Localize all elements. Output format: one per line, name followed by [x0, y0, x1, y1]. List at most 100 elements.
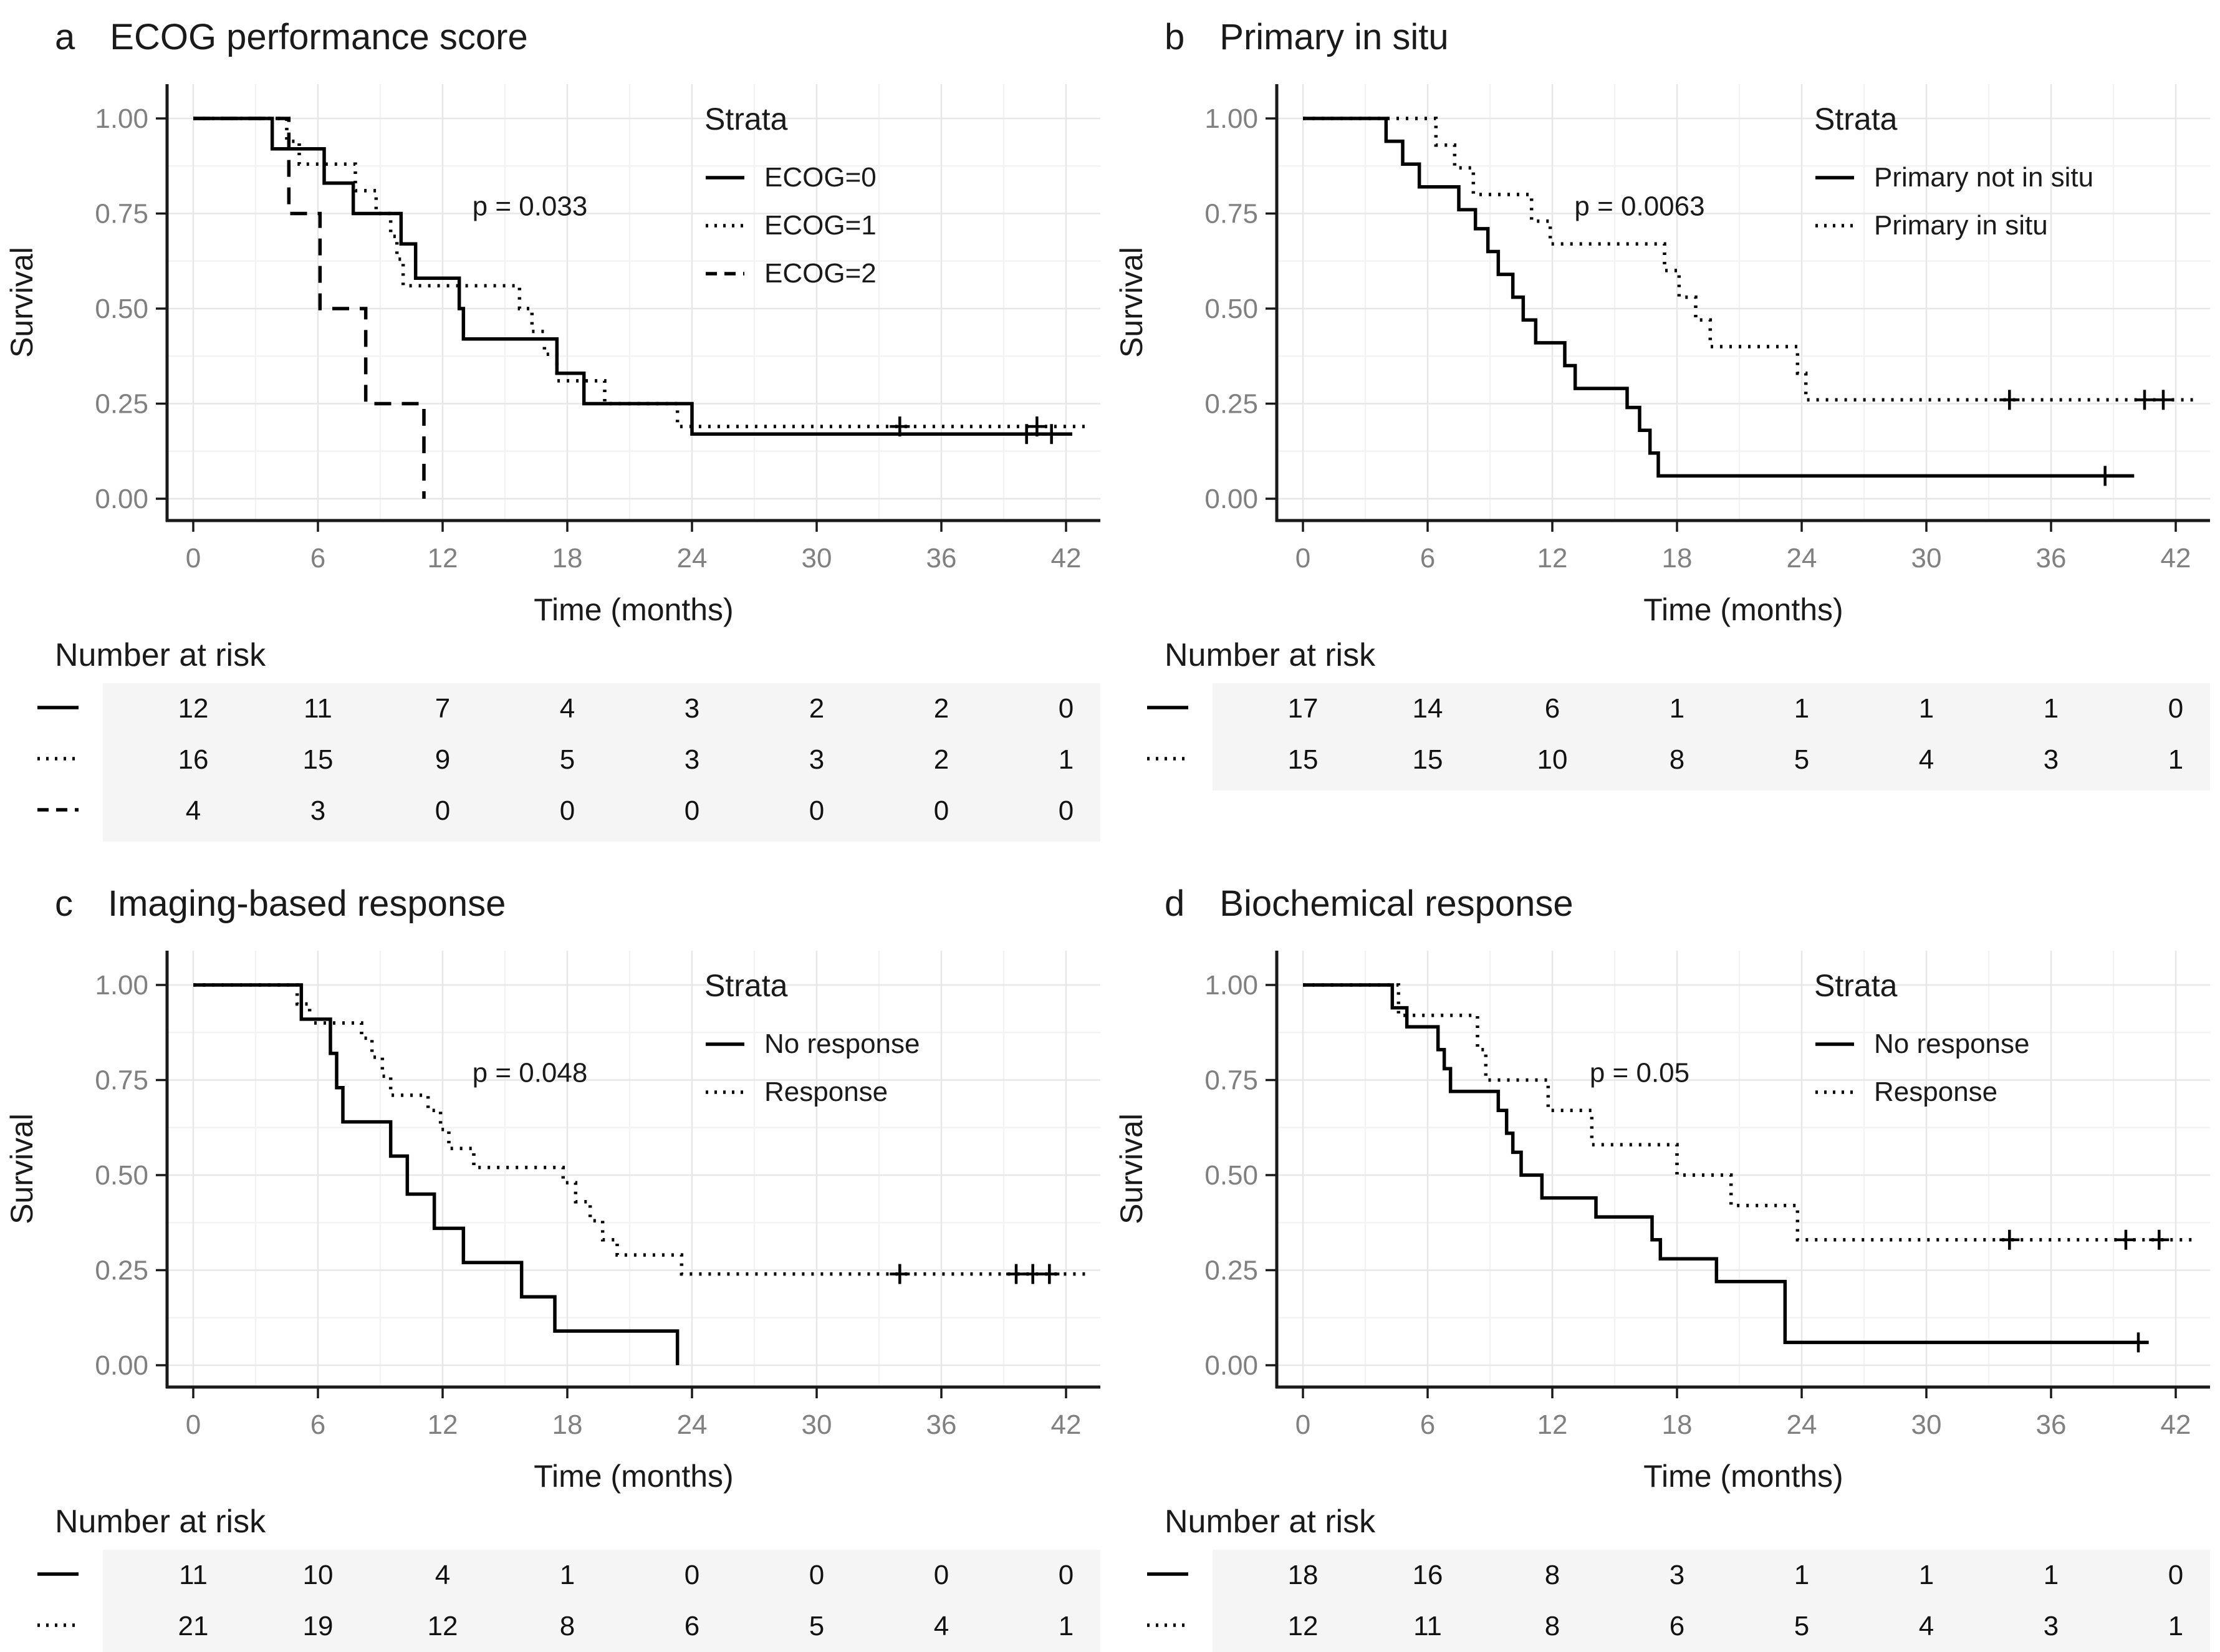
- p-value-label: p = 0.0063: [1574, 191, 1704, 221]
- legend-title: Strata: [704, 968, 788, 1003]
- risk-count: 8: [1545, 1560, 1560, 1590]
- risk-count: 3: [685, 744, 699, 775]
- panel-c: c Imaging-based response 0 6 12 18 24 30 36 42 1…: [0, 867, 1110, 1652]
- x-tick-label: 18: [552, 543, 583, 574]
- y-tick-label: 0.00: [1204, 484, 1258, 514]
- risk-count: 6: [1545, 693, 1560, 724]
- legend-label: ECOG=0: [764, 161, 877, 193]
- risk-count: 3: [2044, 744, 2059, 775]
- risk-count: 0: [685, 795, 699, 826]
- panel-d-risk-table: 18 16 8 3 1 1 1 0 12 11 8 6 5 4 3 1: [1110, 1547, 2219, 1652]
- legend-entry: Response: [704, 1068, 920, 1116]
- panel-a-km-chart: 0 6 12 18 24 30 36 42 1.00 0.75 0.50 0.25 0.00 Time (…: [0, 69, 1110, 633]
- panel-d-letter: d: [1165, 883, 1185, 924]
- legend-line-sample-solid: [1815, 175, 1854, 180]
- panel-b-title-text: Primary in situ: [1219, 17, 1449, 57]
- x-tick-label: 30: [802, 543, 832, 574]
- risk-count: 19: [303, 1611, 334, 1641]
- x-tick-label: 24: [677, 1409, 708, 1440]
- panel-d-title-text: Biochemical response: [1219, 883, 1574, 924]
- y-tick-label: 0.75: [95, 199, 148, 229]
- y-tick-label: 0.00: [95, 484, 148, 514]
- panel-b-title: b Primary in situ: [1165, 16, 2220, 69]
- x-axis-title: Time (months): [1643, 1459, 1843, 1494]
- risk-count: 1: [2044, 1560, 2059, 1590]
- risk-count: 6: [1670, 1611, 1684, 1641]
- risk-table-svg: 17 14 6 1 1 1 1 015 15 10 8 5 4 3 1: [1147, 683, 2210, 790]
- km-plot-svg: 0 6 12 18 24 30 36 42 1.00 0.75 0.50 0.25 0.00 Time (…: [4, 951, 1100, 1494]
- censor-mark: [2095, 466, 2115, 486]
- censor-mark: [2128, 1332, 2148, 1353]
- panel-d-km-chart: 0 6 12 18 24 30 36 42 1.00 0.75 0.50 0.25 0.00 Time (…: [1110, 935, 2219, 1499]
- risk-table-band: [103, 1550, 1100, 1652]
- km-plot-svg: 0 6 12 18 24 30 36 42 1.00 0.75 0.50 0.25 0.00 Time (…: [1114, 951, 2210, 1494]
- legend-line-sample-solid: [706, 175, 744, 180]
- legend-label: Response: [764, 1076, 888, 1107]
- panel-a-title-text: ECOG performance score: [110, 17, 528, 57]
- risk-count: 1: [1670, 693, 1684, 724]
- risk-count: 7: [435, 693, 450, 724]
- risk-table-svg: 12 11 7 4 3 2 2 0 16 15 9 5 3 3 2 1 4 3 0 0 0 0 0 0: [37, 683, 1100, 842]
- y-tick-label: 0.25: [95, 1256, 148, 1286]
- risk-count: 0: [435, 795, 450, 826]
- risk-count: 17: [1288, 693, 1319, 724]
- risk-count: 1: [2168, 1611, 2183, 1641]
- survival-curve-solid: [193, 983, 680, 1365]
- censor-mark: [1999, 390, 2020, 410]
- y-tick-label: 0.00: [1204, 1350, 1258, 1381]
- x-axis-title: Time (months): [534, 592, 733, 627]
- y-axis-title: Survival: [4, 1113, 39, 1224]
- y-tick-label: 0.75: [1204, 1065, 1258, 1096]
- legend-entries: ECOG=0 ECOG=1 ECOG=2: [704, 153, 877, 297]
- censor-mark: [890, 416, 910, 437]
- censor-mark: [2116, 1229, 2136, 1250]
- y-tick-label: 1.00: [1204, 103, 1258, 134]
- risk-count: 10: [303, 1560, 334, 1590]
- x-tick-label: 42: [2161, 1409, 2191, 1440]
- risk-count: 2: [809, 693, 824, 724]
- x-tick-label: 30: [802, 1409, 832, 1440]
- panel-b-risk-table: 17 14 6 1 1 1 1 0 15 15 10 8 5 4 3 1: [1110, 680, 2219, 797]
- survival-curve-dotted: [193, 117, 1087, 428]
- legend-label: No response: [764, 1028, 920, 1059]
- panel-b-risk-header: Number at risk: [1165, 637, 1376, 673]
- x-tick-label: 6: [310, 1409, 325, 1440]
- legend-entry: Primary not in situ: [1814, 153, 2093, 201]
- x-tick-label: 12: [428, 543, 458, 574]
- x-tick-label: 0: [1295, 1409, 1310, 1440]
- legend-line-sample-dotted: [1815, 223, 1854, 228]
- x-tick-label: 18: [1662, 1409, 1693, 1440]
- risk-count: 1: [560, 1560, 575, 1590]
- censor-mark: [2135, 390, 2155, 410]
- risk-count: 8: [1545, 1611, 1560, 1641]
- risk-count: 3: [2044, 1611, 2059, 1641]
- risk-count: 4: [1919, 744, 1934, 775]
- risk-count: 1: [2168, 744, 2183, 775]
- p-value-label: p = 0.048: [473, 1057, 588, 1088]
- panel-b-km-chart: 0 6 12 18 24 30 36 42 1.00 0.75 0.50 0.25 0.00 Time (…: [1110, 69, 2219, 633]
- x-tick-label: 24: [1787, 1409, 1817, 1440]
- x-tick-label: 6: [1420, 543, 1435, 574]
- legend-entries: No response Response: [704, 1020, 920, 1116]
- risk-count: 1: [1059, 744, 1074, 775]
- panel-a-legend: Strata ECOG=0 ECOG=1 ECOG=2: [704, 101, 877, 297]
- panel-b-letter: b: [1165, 17, 1185, 57]
- y-tick-label: 1.00: [1204, 970, 1258, 1001]
- x-tick-label: 12: [1537, 543, 1568, 574]
- x-tick-label: 42: [2161, 543, 2191, 574]
- risk-count: 0: [934, 795, 949, 826]
- x-tick-label: 36: [926, 1409, 957, 1440]
- survival-curve-dotted: [193, 983, 1087, 1276]
- y-axis-title: Survival: [1114, 1113, 1149, 1224]
- p-value-label: p = 0.05: [1590, 1057, 1689, 1088]
- y-tick-label: 1.00: [95, 970, 148, 1001]
- risk-count: 3: [1670, 1560, 1684, 1590]
- x-tick-label: 24: [677, 543, 708, 574]
- legend-label: ECOG=2: [764, 257, 877, 289]
- risk-count: 5: [1794, 1611, 1809, 1641]
- y-tick-label: 0.00: [95, 1350, 148, 1381]
- risk-count: 0: [1059, 693, 1074, 724]
- legend-entry: Primary in situ: [1814, 201, 2093, 249]
- risk-count: 0: [1059, 795, 1074, 826]
